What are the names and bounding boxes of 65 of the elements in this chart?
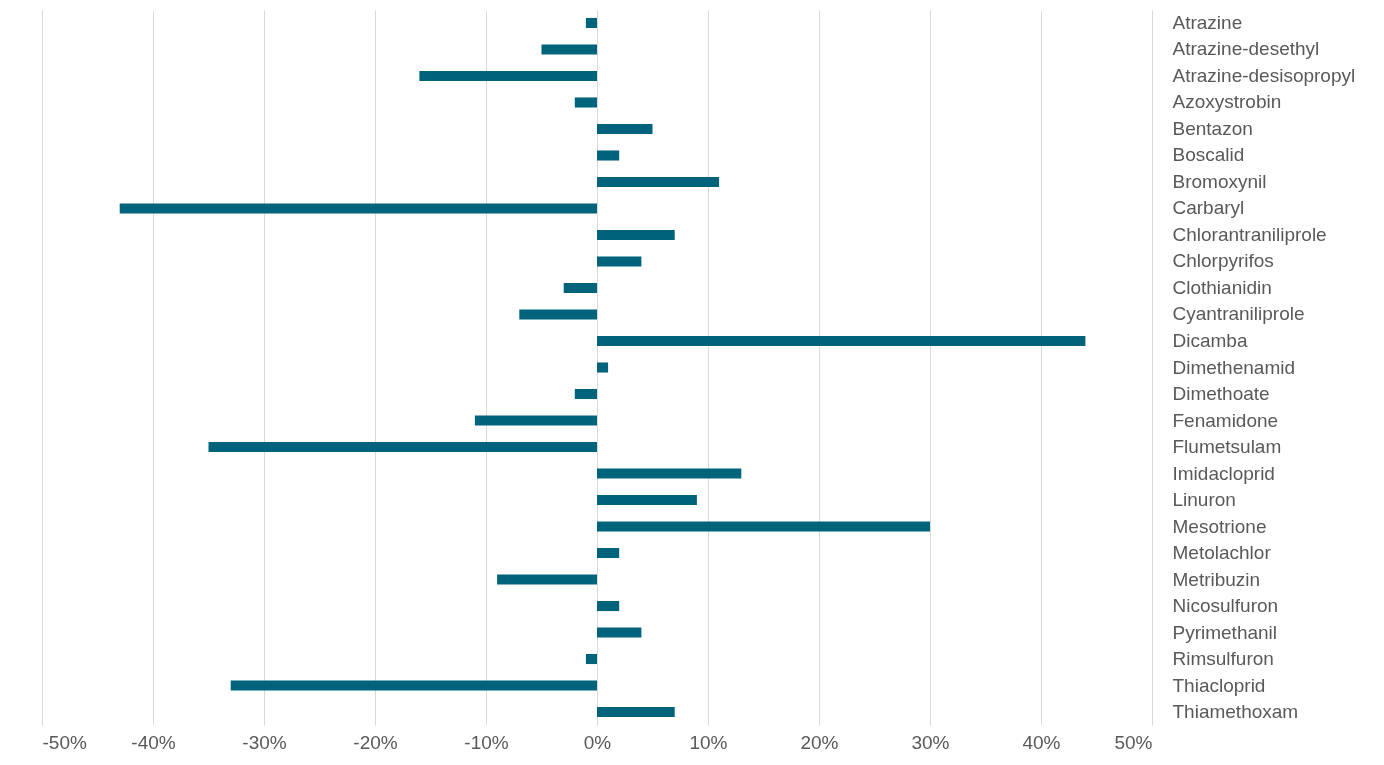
bar [597, 521, 930, 532]
bar [597, 547, 620, 559]
y-tick-label: Bromoxynil [1172, 170, 1267, 192]
bar [597, 150, 620, 161]
bar [597, 256, 642, 267]
x-tick-label: 30% [911, 731, 950, 753]
y-tick-label: Thiacloprid [1172, 674, 1266, 696]
x-tick-label: 40% [1022, 731, 1061, 753]
bar [541, 44, 597, 55]
y-tick-label: Atrazine-desisopropyl [1172, 64, 1356, 86]
bar [597, 600, 620, 612]
y-tick-label: Azoxystrobin [1172, 91, 1282, 113]
y-tick-label: Dimethenamid [1172, 356, 1295, 378]
x-tick-label: -30% [242, 731, 287, 753]
bar [208, 441, 597, 453]
x-tick-label: -10% [464, 731, 509, 753]
bar [474, 415, 597, 426]
y-tick-label: Thiamethoxam [1172, 701, 1299, 723]
x-tick-label: 10% [689, 731, 728, 753]
x-tick-label: 20% [800, 731, 839, 753]
y-tick-label: Chlorpyrifos [1172, 250, 1274, 272]
x-tick-label: -50% [42, 731, 87, 753]
y-tick-label: Bentazon [1172, 117, 1253, 139]
y-tick-label: Chlorantraniliprole [1172, 223, 1327, 245]
y-tick-label: Nicosulfuron [1172, 595, 1279, 617]
y-tick-label: Cyantraniliprole [1172, 303, 1305, 325]
y-tick-label: Fenamidone [1172, 409, 1279, 431]
y-tick-label: Mesotrione [1172, 515, 1267, 537]
y-tick-label: Atrazine [1172, 11, 1243, 33]
bar [597, 494, 697, 506]
y-tick-label: Dimethoate [1172, 383, 1270, 404]
bar [585, 17, 597, 29]
bar [597, 468, 742, 479]
bar [497, 574, 597, 585]
y-tick-label: Linuron [1172, 489, 1236, 511]
bar [419, 70, 597, 82]
x-tick-label: 50% [1114, 731, 1153, 753]
y-tick-label: Boscalid [1172, 144, 1245, 166]
y-tick-label: Atrazine-desethyl [1172, 38, 1320, 60]
bar [563, 282, 597, 294]
bar [597, 706, 675, 718]
y-tick-label: Clothianidin [1172, 277, 1272, 298]
bar [597, 176, 720, 188]
bar [597, 229, 675, 241]
x-tick-label: -40% [131, 731, 176, 753]
bar [574, 97, 597, 108]
y-tick-label: Dicamba [1172, 330, 1248, 351]
x-tick-label: 0% [583, 731, 612, 753]
y-tick-label: Carbaryl [1172, 197, 1245, 219]
bar [574, 388, 597, 400]
y-tick-label: Metribuzin [1172, 568, 1261, 590]
bar [597, 335, 1086, 347]
bar [597, 123, 653, 135]
bar [119, 203, 597, 214]
y-tick-label: Rimsulfuron [1172, 648, 1274, 670]
bar [230, 680, 597, 691]
bar [519, 309, 597, 320]
y-tick-label: Metolachlor [1172, 542, 1272, 564]
x-tick-label: -20% [353, 731, 398, 753]
y-tick-label: Pyrimethanil [1172, 621, 1278, 643]
y-tick-label: Imidacloprid [1172, 462, 1275, 484]
bar [597, 627, 642, 638]
bar [585, 653, 597, 665]
bar [597, 362, 609, 373]
y-tick-label: Flumetsulam [1172, 436, 1282, 457]
